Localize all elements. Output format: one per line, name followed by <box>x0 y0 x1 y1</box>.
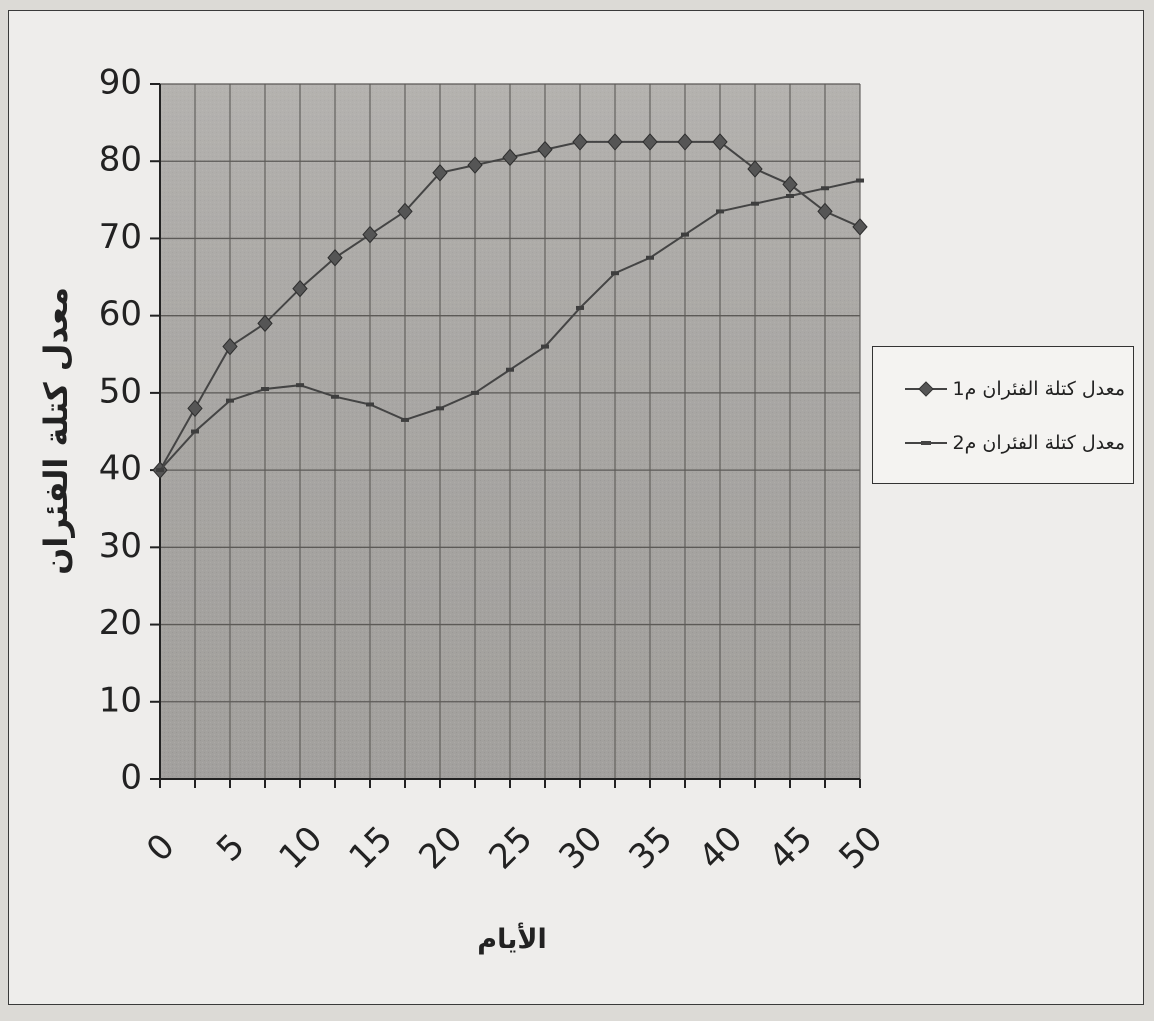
x-tick-label: 5 <box>209 826 253 870</box>
y-tick-label: 80 <box>99 140 142 180</box>
y-tick-label: 0 <box>120 758 142 798</box>
x-tick-label: 40 <box>692 819 751 878</box>
x-tick-label: 15 <box>342 819 401 878</box>
x-tick-label: 25 <box>482 819 541 878</box>
x-tick-label: 45 <box>762 819 821 878</box>
legend-item-series-1: معدل كتلة الفئران م1 <box>873 369 1133 409</box>
legend: معدل كتلة الفئران م1 معدل كتلة الفئران م… <box>872 346 1134 484</box>
series-2-point <box>681 232 689 237</box>
series-1-point <box>397 202 413 221</box>
series-2-point <box>471 390 479 395</box>
y-tick-label: 40 <box>99 449 142 489</box>
x-tick-label: 20 <box>412 819 471 878</box>
x-tick-label: 10 <box>272 819 331 878</box>
legend-item-series-2: معدل كتلة الفئران م2 <box>873 423 1133 463</box>
series-2-point <box>541 344 549 349</box>
series-2-point <box>786 193 794 198</box>
series-2-point <box>366 402 374 407</box>
y-axis-label: معدل كتلة الفئران <box>37 287 75 575</box>
x-tick-label: 0 <box>139 826 183 870</box>
dash-marker-icon <box>904 441 947 445</box>
series-1-point <box>187 399 203 418</box>
series-1-point <box>537 140 553 159</box>
series-2-point <box>611 271 619 276</box>
series-2-point <box>856 178 864 183</box>
series-2-point <box>821 186 829 191</box>
x-tick-labels: 0 5 10 15 20 25 30 35 40 45 50 <box>139 819 890 878</box>
y-tick-label: 50 <box>99 371 142 411</box>
y-tick-label: 90 <box>99 63 142 103</box>
series-2-point <box>436 406 444 411</box>
series-2-point <box>576 305 584 310</box>
series-2-point <box>331 394 339 399</box>
series-1-point <box>677 133 693 151</box>
series-2-point <box>156 468 164 473</box>
series-2-point <box>191 429 199 434</box>
series-1-point <box>292 279 308 298</box>
series-layer <box>152 133 868 479</box>
legend-label-series-1: معدل كتلة الفئران م1 <box>952 378 1125 400</box>
legend-label-series-2: معدل كتلة الفئران م2 <box>952 432 1125 454</box>
y-tick-label: 30 <box>99 526 142 566</box>
series-2-point <box>401 417 409 422</box>
series-1-point <box>572 133 588 151</box>
axes <box>150 83 861 788</box>
series-2-point <box>751 201 759 206</box>
x-tick-label: 30 <box>552 819 611 878</box>
gridlines <box>159 83 861 780</box>
series-1-point <box>327 248 343 267</box>
y-tick-label: 20 <box>99 603 142 643</box>
series-2-point <box>716 209 724 214</box>
y-tick-label: 70 <box>99 217 142 257</box>
x-axis-label: الأيام <box>477 922 546 955</box>
diamond-marker-icon <box>904 381 947 397</box>
series-1-point <box>747 160 763 178</box>
series-1-point <box>852 218 868 236</box>
series-1-point <box>607 133 623 151</box>
series-1-point <box>432 164 448 182</box>
series-2-point <box>226 398 234 403</box>
series-1-point <box>817 202 833 221</box>
series-1-point <box>642 133 658 151</box>
series-1-point <box>502 148 518 167</box>
series-1-point <box>257 314 273 333</box>
y-tick-labels: 0 10 20 30 40 50 60 70 80 90 <box>99 63 142 798</box>
series-1-point <box>782 175 798 194</box>
y-tick-label: 10 <box>99 680 142 720</box>
x-tick-label: 35 <box>622 819 681 878</box>
series-1-point <box>467 156 483 174</box>
series-1-point <box>712 133 728 151</box>
series-2-point <box>646 255 654 260</box>
y-tick-label: 60 <box>99 294 142 334</box>
x-tick-label: 50 <box>832 819 891 878</box>
series-1-point <box>222 337 238 356</box>
series-2-point <box>506 367 514 372</box>
series-2-point <box>261 387 269 392</box>
series-2-point <box>296 383 304 388</box>
series-1-point <box>362 225 378 244</box>
